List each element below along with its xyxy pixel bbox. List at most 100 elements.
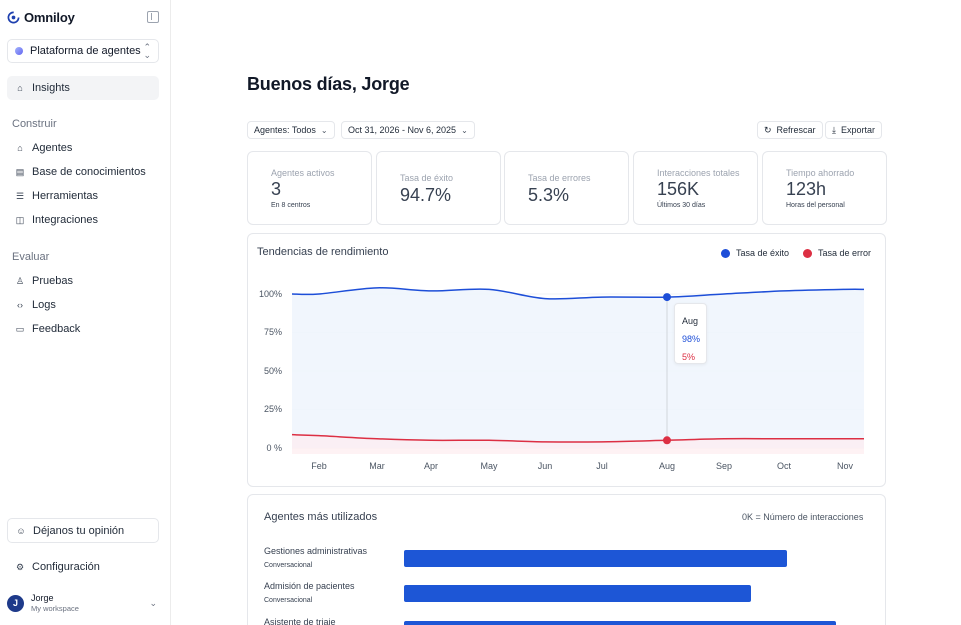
book-icon: ▤ [15,166,25,177]
avatar: J [7,594,24,612]
agent-usage-bar[interactable] [404,621,836,625]
x-tick-label: Jul [596,461,608,471]
y-tick-label: 75% [263,327,282,337]
sidebar-item-knowledge-base[interactable]: ▤ Base de conocimientos [7,160,159,184]
x-tick-label: Nov [836,461,853,471]
feedback-button[interactable]: ☺ Déjanos tu opinión [7,518,159,543]
kpi-sub: Últimos 30 días [657,202,706,209]
legend-label: Tasa de éxito [736,248,790,258]
insights-icon: ⌂ [17,83,23,93]
kpi-card-time-saved: Tiempo ahorrado 123h Horas del personal [762,151,887,225]
download-icon: ⤓ [832,124,836,135]
feedback-button-label: Déjanos tu opinión [33,524,125,537]
chevron-down-icon: ⌄ [149,597,157,608]
x-tick-label: Oct [776,461,791,471]
message-icon: ▭ [15,323,25,334]
tooltip-error-value: 5% [682,352,696,362]
x-tick-label: Apr [423,461,438,471]
kpi-sub: Horas del personal [786,202,845,209]
y-tick-label: 50% [263,366,282,376]
platform-selector-label: Plataforma de agentes [30,45,141,57]
page-title: Buenos días, Jorge [247,74,410,94]
sidebar-item-label: Feedback [32,323,81,335]
agent-usage-bar[interactable] [404,585,751,602]
date-range-filter[interactable]: Oct 31, 2026 - Nov 6, 2025 ⌄ [341,121,475,139]
kpi-card-success-rate: Tasa de éxito 94.7% [376,151,501,225]
sidebar-item-label: Integraciones [32,214,99,226]
y-tick-label: 0 % [266,443,282,453]
chevron-down-icon: ⌄ [320,125,328,135]
sidebar-item-label: Logs [32,299,56,311]
sidebar-item-label: Pruebas [32,275,73,287]
tooltip-success-value: 98% [682,334,701,344]
code-icon: ‹› [17,300,23,310]
legend-item-success: Tasa de éxito [721,248,789,258]
kpi-value: 3 [271,179,282,199]
sidebar-item-label: Base de conocimientos [32,166,146,178]
export-button[interactable]: ⤓ Exportar [825,121,882,139]
top-agents-title: Agentes más utilizados [264,511,378,523]
kpi-card-error-rate: Tasa de errores 5.3% [504,151,629,225]
agent-name: Gestiones administrativas [264,546,368,556]
user-workspace: My workspace [31,603,79,613]
kpi-value: 5.3% [528,185,570,205]
performance-chart-card [247,233,886,487]
sidebar-item-label: Agentes [32,142,73,154]
sidebar-item-agents[interactable]: ⌂ Agentes [7,136,159,160]
kpi-card-active-agents: Agentes activos 3 En 8 centros [247,151,372,225]
agents-filter[interactable]: Agentes: Todos ⌄ [247,121,335,139]
brand-name: Omniloy [24,10,75,25]
kpi-value: 123h [786,179,827,199]
sidebar: Omniloy Plataforma de agentes ⌃ ⌄ ⌂ Insig… [0,0,171,625]
agent-type: Conversacional [264,562,313,569]
collapse-sidebar-icon[interactable] [147,11,159,23]
chart-tooltip: Aug 98% 5% [674,303,707,364]
agent-type: Conversacional [264,597,313,604]
sidebar-item-feedback[interactable]: ▭ Feedback [7,317,159,341]
export-button-label: Exportar [840,125,875,135]
agent-name: Asistente de triaje [264,617,336,625]
legend-item-error: Tasa de error [803,248,871,258]
sidebar-item-tools[interactable]: ☰ Herramientas [7,184,159,208]
agent-usage-bar[interactable] [404,550,787,567]
legend-dot-success-icon [721,248,730,258]
sidebar-item-label: Insights [32,82,70,94]
chevron-down-icon: ⌄ [461,125,468,135]
kpi-label: Tiempo ahorrado [786,168,855,178]
date-range-label: Oct 31, 2026 - Nov 6, 2025 [348,125,457,135]
kpi-label: Tasa de errores [528,173,591,183]
platform-selector[interactable]: Plataforma de agentes ⌃ ⌄ [7,39,159,63]
x-tick-label: Sep [715,461,732,471]
sidebar-item-tests[interactable]: ♙ Pruebas [7,269,159,293]
sidebar-item-insights[interactable]: ⌂ Insights [7,76,159,100]
kpi-value: 156K [657,179,700,199]
legend-dot-error-icon [803,248,812,258]
x-tick-label: Feb [311,461,327,471]
settings-label: Configuración [32,561,100,573]
top-agents-note: 0K = Número de interacciones [742,512,864,522]
kpi-card-total-interactions: Interacciones totales 156K Últimos 30 dí… [633,151,758,225]
legend-label: Tasa de error [818,248,872,258]
refresh-button[interactable]: ↻ Refrescar [757,121,823,139]
user-menu[interactable]: J Jorge My workspace ⌄ [7,591,159,615]
integrations-icon: ◫ [15,214,25,225]
platform-dot-icon [15,47,23,55]
sidebar-item-logs[interactable]: ‹› Logs [7,293,159,317]
section-label-build: Construir [12,118,57,130]
settings-link[interactable]: ⚙ Configuración [7,556,106,578]
database-icon: ☰ [15,190,25,201]
tooltip-label: Aug [682,316,699,326]
x-tick-label: Mar [369,461,385,471]
agents-filter-label: Agentes: Todos [254,125,316,135]
x-tick-label: May [480,461,498,471]
brand[interactable]: Omniloy [7,10,75,25]
y-tick-label: 25% [263,404,282,414]
chevron-updown-icon: ⌃ ⌄ [143,42,151,60]
agent-name: Admisión de pacientes [264,581,355,591]
omniloy-logo-icon [7,11,20,24]
sidebar-item-integrations[interactable]: ◫ Integraciones [7,208,159,232]
user-name: Jorge [31,592,54,603]
chart-title: Tendencias de rendimiento [257,246,389,258]
gear-icon: ⚙ [15,561,25,572]
refresh-icon: ↻ [764,124,772,135]
